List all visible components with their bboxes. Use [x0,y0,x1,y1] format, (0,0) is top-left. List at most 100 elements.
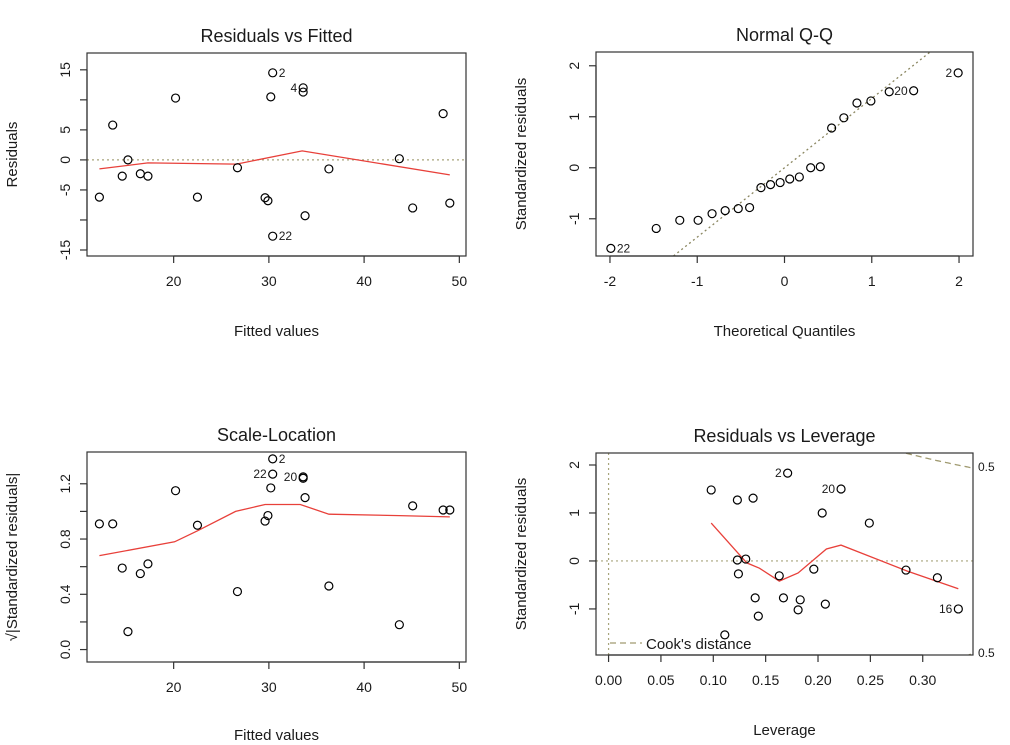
data-point [809,564,819,574]
plot-frame [86,451,467,663]
data-point [794,172,804,182]
plot-area [606,51,963,257]
point-label: 20 [822,482,836,496]
point-label: 20 [284,470,298,484]
data-point [783,468,793,478]
data-point [815,162,825,172]
data-point [298,473,308,483]
data-point [268,68,278,78]
data-point [839,113,849,123]
x-axis-label: Fitted values [234,323,319,340]
data-point [909,86,919,96]
data-point [324,164,334,174]
data-point [170,486,181,496]
x-tick-label: -2 [604,273,617,289]
data-point [300,211,310,221]
data-point [741,554,751,564]
data-point [651,223,661,234]
data-point [932,573,942,583]
data-point [143,171,153,181]
data-point [94,519,104,529]
y-tick-label: 1.2 [57,474,73,494]
data-point [300,492,310,503]
data-point [268,469,278,479]
cooks-distance-contour [905,452,972,469]
data-point [795,595,805,605]
data-point [123,155,133,165]
x-tick-label: 0.00 [595,672,622,688]
x-tick-label: 20 [166,679,182,695]
chart-title: Normal Q-Q [736,25,833,45]
data-point [793,605,803,615]
data-point [827,123,837,133]
plot-frame [595,51,974,257]
data-point [753,611,763,621]
data-point [170,93,181,103]
data-point [707,209,717,219]
data-point [268,454,278,464]
x-tick-label: 0.20 [804,672,831,688]
x-tick-label: 40 [356,679,372,695]
data-point [108,519,118,529]
point-label: 22 [617,241,631,255]
y-tick-label: 0.8 [57,529,73,549]
chart-title: Scale-Location [217,425,336,445]
data-point [765,180,776,190]
data-point [117,563,127,573]
data-point [733,569,744,579]
x-tick-label: 50 [452,679,468,695]
data-point [675,215,685,225]
data-point [408,203,418,213]
data-point [445,505,455,515]
panel-2: 22 20 2 -2 -1 0 1 2 -1 0 1 2 Normal Q-Q Theoretical Q… [513,25,974,340]
y-tick-label: 1 [566,113,582,121]
data-point [263,510,273,521]
data-point [394,620,404,630]
y-tick-label: 15 [57,62,73,78]
x-tick-label: 0.05 [647,672,674,688]
y-tick-label: 2 [566,461,582,469]
data-point [143,559,153,569]
point-label: 4 [290,81,297,95]
data-point [864,518,874,528]
point-label: 2 [945,66,952,80]
data-point [298,87,308,97]
data-point [706,485,716,495]
y-axis-label: √|Standardized residuals| [4,473,21,642]
data-point [438,505,448,515]
data-point [135,568,145,579]
plot-area [87,68,466,241]
data-point [108,120,118,130]
data-point [733,203,743,214]
x-tick-label: 20 [166,273,182,289]
data-point [192,192,203,202]
data-point [192,520,203,530]
x-tick-label: 0.30 [909,672,936,688]
data-point [438,109,448,119]
data-point [720,630,730,640]
x-tick-label: 0 [781,273,789,289]
y-tick-label: 0 [566,164,582,172]
x-axis-label: Fitted values [234,727,319,744]
x-axis-label: Leverage [753,722,816,739]
x-tick-label: 0.25 [857,672,884,688]
smoother-line [99,150,450,176]
data-point [732,495,742,505]
point-label: 2 [775,466,782,480]
data-point [806,163,816,173]
data-point [866,96,876,106]
x-tick-label: 2 [955,273,963,289]
y-tick-label: 0.4 [57,584,73,604]
qq-reference-line [673,51,931,257]
plot-area [596,452,973,656]
y-tick-label: -1 [566,603,582,616]
data-point [750,593,760,603]
data-point [884,87,894,97]
data-point [744,202,755,213]
y-tick-label: -1 [566,212,582,225]
smoother-line [99,503,450,557]
point-label: 16 [939,602,953,616]
x-tick-label: 30 [261,679,277,695]
